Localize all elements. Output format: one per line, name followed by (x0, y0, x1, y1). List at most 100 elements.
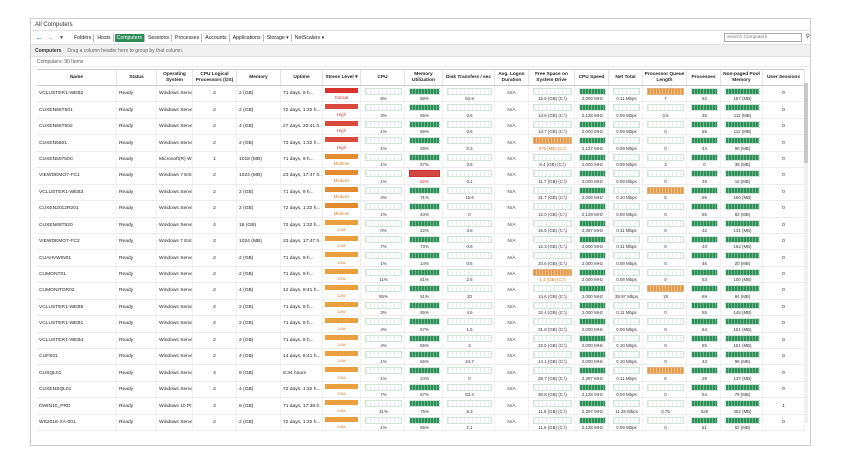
column-header-free[interactable]: Free Space on System Drive (529, 70, 575, 85)
table-row[interactable]: VCLUSTER1-WEB4 Ready Windows Serve... 2 2 (G… (37, 332, 805, 349)
sparkline-pql (647, 301, 684, 309)
column-header-mem[interactable]: Memory (237, 70, 281, 85)
text-mem: 8 (GB) (239, 403, 254, 409)
value-disk: 0.5 (466, 112, 473, 118)
cell-sessions: 0 (763, 316, 805, 332)
table-row[interactable]: VCLUSTER1-WEB3 Ready Windows Serve... 2 2 (G… (37, 184, 805, 202)
tab-folders[interactable]: Folders (72, 33, 95, 42)
column-header-memu[interactable]: Memory Utilization (405, 70, 443, 85)
scrollbar-thumb[interactable] (804, 83, 808, 163)
value-npp: 131 (MB) (733, 227, 752, 233)
text-status: Ready (119, 370, 134, 376)
forward-arrow-icon[interactable]: → (46, 33, 55, 42)
column-header-sessions[interactable]: User Sessions (763, 70, 805, 85)
table-row[interactable]: CUXEN65T520 Ready Windows Serve... 4 16 (GB)… (37, 217, 805, 234)
text-os: Windows Serve... (159, 107, 193, 113)
cell-speed: 2,000 MHz (575, 283, 609, 299)
table-row[interactable]: CUXEN65T502 Ready Windows Serve... 2 4 (GB) 2… (37, 118, 805, 136)
tab-processes[interactable]: Processes (173, 33, 203, 42)
table-row[interactable]: VCLUSTER1-WEB5 Ready Windows Serve... 2 2 (G… (37, 299, 805, 317)
column-header-procs[interactable]: Processes (687, 70, 721, 85)
value-pql: 7 (664, 96, 667, 102)
column-header-os[interactable]: Operating System (157, 70, 193, 85)
table-row[interactable]: CUMONITOR02 Ready Windows Serve... 2 4 (GB) 1… (37, 283, 805, 300)
cell-procs: 55 (687, 118, 721, 135)
column-header-pql[interactable]: Processor Queue Length (643, 70, 687, 85)
stress-bar (325, 120, 358, 126)
tab-hosts[interactable]: Hosts (95, 33, 114, 42)
value-npp: 145 (MB) (733, 310, 752, 316)
table-row[interactable]: DWIN10_PRD Ready Windows 10 Pro 4 8 (GB) 71 d… (37, 398, 805, 415)
cell-pql: 19 (643, 283, 687, 299)
tab-sessions[interactable]: Sessions (146, 33, 173, 42)
table-row[interactable]: CUAHVWIN01 Ready Windows Serve... 2 2 (GB) 71… (37, 250, 805, 267)
table-row[interactable]: CUXEN2012R201 Ready Windows Serve... 2 2 (GB… (37, 201, 805, 218)
sparkline-free (533, 235, 572, 243)
group-hint: Drag a column header here to group by th… (67, 47, 184, 54)
search-input[interactable]: Search Computers ⚲ (724, 33, 810, 42)
cell-disk: 3.6 (443, 151, 495, 168)
cell-uptime: 71 days, 17:38 h... (281, 398, 323, 414)
text-mem: 2 (GB) (239, 206, 254, 212)
cell-npp: 111 (MB) (721, 102, 763, 118)
table-row[interactable]: CUSQL01 Ready Windows Serve... 4 8 (GB) 8:34 … (37, 365, 805, 382)
group-by-bar[interactable]: Computers Drag a column header here to g… (31, 45, 810, 57)
tab-storage[interactable]: Storage ▾ (265, 33, 292, 42)
column-header-uptime[interactable]: Uptime (281, 70, 323, 85)
table-row[interactable]: CUXEN50750C Ready Microsoft(R) W... 1 1018 (… (37, 151, 805, 169)
value-cpu: 11% (379, 277, 388, 283)
value-net: 0.11 Mbps (616, 244, 637, 250)
text-os: Windows Serve... (159, 321, 193, 327)
table-row[interactable]: VIEWDEMO7-FC2 Ready Windows 7 Ent... 2 1024 … (37, 233, 805, 251)
table-row[interactable]: CUXEN65T501 Ready Windows Serve... 2 2 (GB) 7… (37, 102, 805, 119)
value-cpu: 1% (380, 211, 387, 217)
text-cpus: 2 (213, 272, 216, 278)
cell-npp: 137 (MB) (721, 365, 763, 381)
column-header-cpus[interactable]: CPU Logical Processors (OS) (193, 70, 237, 85)
column-header-status[interactable]: Status (117, 70, 157, 85)
column-header-stress[interactable]: Stress Level ▾ (323, 70, 361, 85)
cell-name: CUMONITOR02 (37, 283, 117, 299)
column-header-speed[interactable]: CPU Speed (575, 70, 609, 85)
column-header-name[interactable]: Name (37, 70, 117, 85)
cell-status: Ready (117, 381, 157, 398)
table-row[interactable]: CUFS01 Ready Windows Serve... 2 4 (GB) 14 day… (37, 349, 805, 366)
column-header-npp[interactable]: Non-paged Pool Memory (721, 70, 763, 85)
toolbar: ← → ▼ Folders Hosts Computers Sessions Proce… (31, 31, 810, 45)
table-row[interactable]: WS2016-XA-001 Ready Windows Serve... 2 2 (GB… (37, 414, 805, 432)
table-row[interactable]: VIEWDEMO7-FC1 Ready Windows 7 Ent... 2 1024 … (37, 168, 805, 185)
vertical-scrollbar[interactable] (804, 83, 808, 423)
column-header-cpu[interactable]: CPU (361, 70, 405, 85)
cell-logon: N/A (495, 414, 529, 431)
text-mem: 2 (GB) (239, 304, 254, 310)
table-row[interactable]: VCLUSTER1-WEB1 Ready Windows Serve... 2 2 (G… (37, 316, 805, 333)
table-row[interactable]: CUMONT01 Ready Windows Serve... 2 2 (GB) 71 d… (37, 266, 805, 284)
tab-applications[interactable]: Applications (231, 33, 264, 42)
text-name: CUMONITOR02 (39, 288, 75, 294)
tab-accounts[interactable]: Accounts (203, 33, 230, 42)
value-speed: 2,000 MHz (581, 343, 604, 348)
sparkline-free (533, 268, 572, 276)
column-header-net[interactable]: Net Total (609, 70, 643, 85)
value-disk: 0.1 (466, 178, 473, 184)
tab-computers[interactable]: Computers (114, 33, 145, 42)
table-row[interactable]: CUXEN5601 Ready Windows Serve... 2 2 (GB) 72 … (37, 135, 805, 152)
cell-procs: 35 (687, 102, 721, 118)
table-row[interactable]: CUXENSQL01 Ready Windows Serve... 2 4 (GB) 72… (37, 381, 805, 399)
cell-cpus: 2 (193, 332, 237, 348)
text-sessions: 0 (782, 91, 785, 97)
text-os: Windows 10 Pro (159, 403, 193, 409)
history-dropdown-icon[interactable]: ▼ (59, 34, 64, 41)
table-row[interactable]: VCLUSTER1-WEB2 Ready Windows Serve... 2 2 (G… (37, 86, 805, 103)
column-header-logon[interactable]: Avg. Logon Duration (495, 70, 529, 85)
tab-netscalers[interactable]: NetScalers ▾ (294, 34, 325, 41)
column-header-disk[interactable]: Disk Transfers / sec (443, 70, 495, 85)
cell-cpu: 1% (361, 135, 405, 151)
cell-stress: Low (323, 233, 361, 250)
search-icon[interactable]: ⚲ (805, 34, 810, 40)
back-arrow-icon[interactable]: ← (35, 33, 44, 42)
text-uptime: 71 days, 9 h... (283, 337, 314, 343)
sparkline-npp (725, 268, 760, 276)
cell-uptime: 72 days, 1:32 h... (281, 135, 323, 151)
stress-bar (325, 334, 358, 340)
